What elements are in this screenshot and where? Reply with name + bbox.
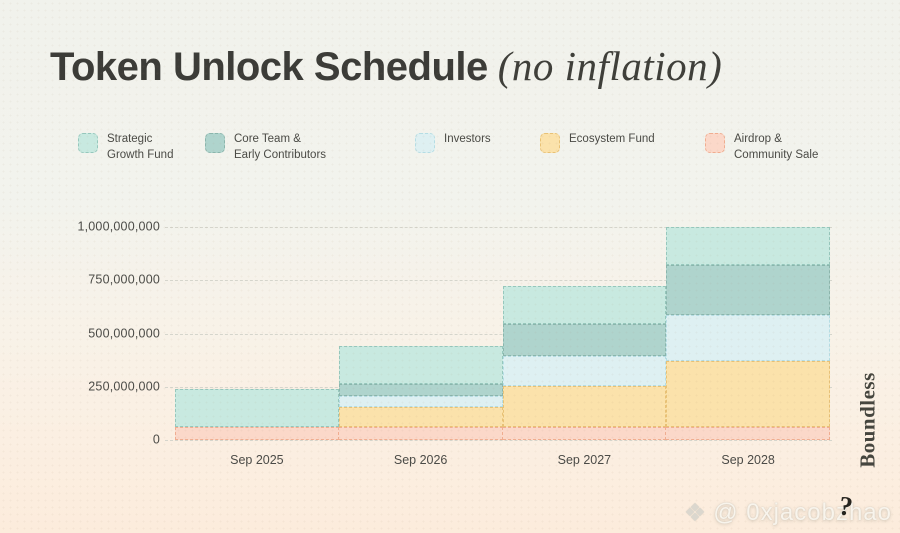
gridline bbox=[165, 440, 832, 441]
y-tick-label: 1,000,000,000 bbox=[77, 219, 160, 234]
series-segment-core-team-early-contributors bbox=[338, 384, 503, 396]
x-tick-label: Sep 2025 bbox=[230, 453, 284, 467]
series-segment-strategic-growth-fund bbox=[502, 285, 667, 324]
y-tick-label: 0 bbox=[152, 432, 160, 447]
series-segment-core-team-early-contributors bbox=[666, 265, 830, 316]
page-title: Token Unlock Schedule (no inflation) bbox=[50, 42, 722, 90]
watermark: ❖ @ 0xjacobzhao ? bbox=[683, 490, 892, 527]
legend-label: Strategic Growth Fund bbox=[107, 133, 174, 161]
legend-swatch-core-team-early-contributors bbox=[205, 133, 225, 153]
legend-item-strategic-growth-fund: Strategic Growth Fund bbox=[78, 132, 173, 163]
x-tick-label: Sep 2028 bbox=[721, 453, 775, 467]
series-segment-strategic-growth-fund bbox=[666, 227, 830, 266]
series-segment-investors bbox=[502, 355, 667, 386]
y-tick-label: 750,000,000 bbox=[88, 272, 160, 287]
series-segment-airdrop-community-sale bbox=[338, 427, 503, 440]
y-tick-label: 250,000,000 bbox=[88, 379, 160, 394]
diamond-icon: ❖ bbox=[683, 498, 707, 527]
legend-swatch-investors bbox=[415, 133, 435, 153]
step-column-sep-2026 bbox=[338, 345, 503, 440]
legend-item-airdrop-community-sale: Airdrop & Community Sale bbox=[705, 132, 818, 163]
series-segment-ecosystem-fund bbox=[666, 361, 830, 428]
series-segment-airdrop-community-sale bbox=[502, 427, 667, 440]
series-segment-strategic-growth-fund bbox=[175, 388, 339, 428]
series-segment-ecosystem-fund bbox=[502, 385, 667, 428]
legend-item-investors: Investors bbox=[415, 132, 491, 153]
legend-label: Ecosystem Fund bbox=[569, 133, 655, 145]
legend-swatch-airdrop-community-sale bbox=[705, 133, 725, 153]
title-suffix-text: (no inflation) bbox=[497, 43, 723, 89]
series-segment-ecosystem-fund bbox=[338, 407, 503, 428]
boundless-vertical-label: Boundless bbox=[855, 372, 880, 468]
legend-label: Core Team & Early Contributors bbox=[234, 133, 327, 161]
series-segment-investors bbox=[666, 315, 830, 362]
legend-item-core-team-early-contributors: Core Team & Early Contributors bbox=[205, 132, 326, 163]
legend-label: Airdrop & Community Sale bbox=[734, 133, 819, 161]
x-tick-label: Sep 2027 bbox=[557, 453, 612, 467]
gridline bbox=[165, 280, 832, 282]
step-column-sep-2028 bbox=[666, 227, 830, 440]
plot-area bbox=[175, 227, 830, 440]
series-segment-airdrop-community-sale bbox=[666, 427, 830, 440]
series-segment-airdrop-community-sale bbox=[175, 427, 339, 440]
legend-swatch-strategic-growth-fund bbox=[78, 133, 98, 153]
gridline bbox=[165, 227, 832, 228]
x-tick-label: Sep 2026 bbox=[393, 453, 448, 467]
gridline bbox=[165, 333, 832, 335]
series-segment-core-team-early-contributors bbox=[502, 323, 667, 356]
legend-swatch-ecosystem-fund bbox=[540, 133, 560, 153]
y-tick-label: 500,000,000 bbox=[88, 326, 160, 341]
title-main-text: Token Unlock Schedule bbox=[50, 45, 488, 89]
legend: Strategic Growth Fund Core Team & Early Con… bbox=[0, 132, 900, 174]
series-segment-strategic-growth-fund bbox=[338, 345, 503, 385]
step-column-sep-2025 bbox=[175, 388, 339, 440]
watermark-handle: @ 0xjacobzhao bbox=[713, 499, 892, 526]
step-column-sep-2027 bbox=[502, 285, 667, 440]
legend-item-ecosystem-fund: Ecosystem Fund bbox=[540, 132, 655, 153]
legend-label: Investors bbox=[444, 133, 491, 145]
series-segment-investors bbox=[338, 395, 503, 407]
